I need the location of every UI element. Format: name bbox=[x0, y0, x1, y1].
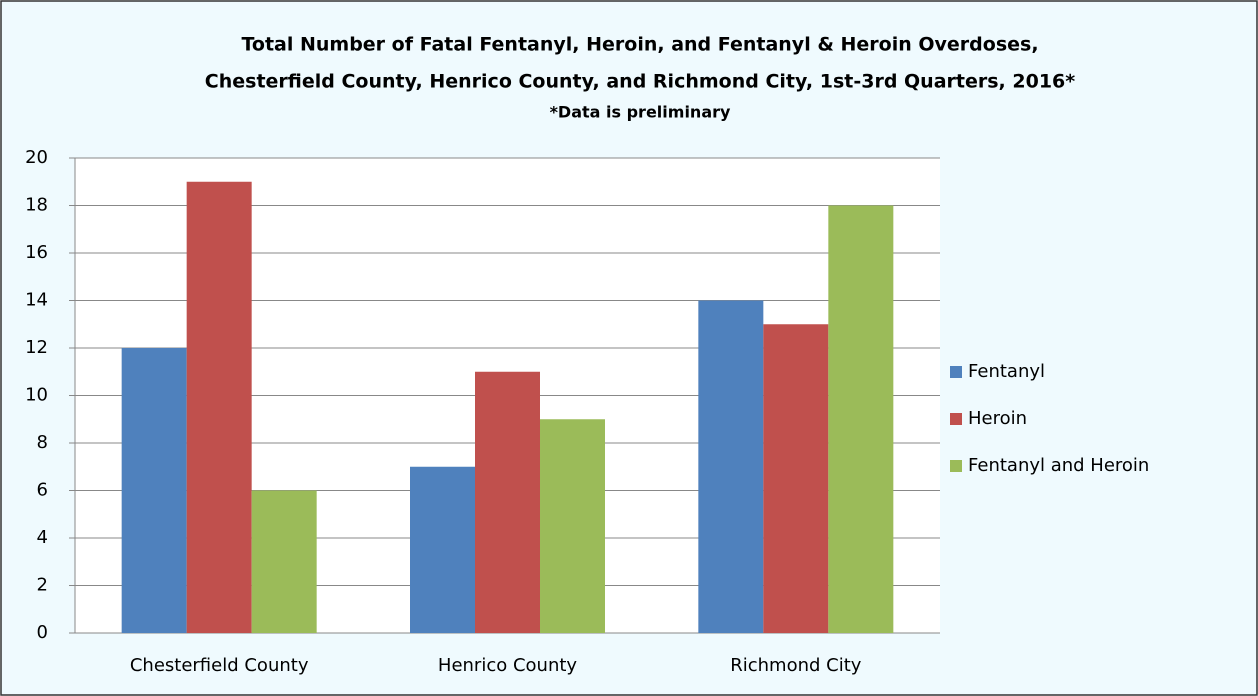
legend-swatch bbox=[950, 413, 962, 425]
y-tick-label: 8 bbox=[37, 432, 48, 453]
bar bbox=[186, 181, 252, 633]
bar bbox=[540, 419, 605, 633]
legend-label: Heroin bbox=[968, 408, 1027, 429]
bar bbox=[828, 205, 894, 633]
bar bbox=[410, 466, 475, 633]
y-tick-label: 6 bbox=[37, 480, 48, 501]
chart-title: Total Number of Fatal Fentanyl, Heroin, … bbox=[241, 34, 1038, 56]
y-tick-label: 14 bbox=[25, 290, 48, 311]
y-tick-label: 2 bbox=[37, 575, 48, 596]
legend-swatch bbox=[950, 366, 962, 378]
legend-label: Fentanyl and Heroin bbox=[968, 455, 1149, 476]
chart-subtitle: *Data is preliminary bbox=[550, 103, 731, 122]
x-tick-label: Richmond City bbox=[730, 655, 862, 676]
legend-label: Fentanyl bbox=[968, 361, 1045, 382]
legend-swatch bbox=[950, 460, 962, 472]
bar bbox=[121, 348, 187, 633]
y-tick-label: 0 bbox=[37, 622, 48, 643]
bar bbox=[475, 371, 540, 633]
y-tick-label: 12 bbox=[25, 337, 48, 358]
chart-title: Chesterfield County, Henrico County, and… bbox=[205, 71, 1075, 93]
y-tick-label: 10 bbox=[25, 385, 48, 406]
y-tick-label: 20 bbox=[25, 147, 48, 168]
y-tick-label: 4 bbox=[37, 527, 48, 548]
bar bbox=[763, 324, 829, 633]
y-tick-label: 18 bbox=[25, 195, 48, 216]
x-tick-label: Henrico County bbox=[438, 655, 578, 676]
x-tick-label: Chesterfield County bbox=[130, 655, 309, 676]
bar bbox=[698, 300, 764, 633]
y-tick-label: 16 bbox=[25, 242, 48, 263]
bar bbox=[251, 490, 317, 633]
